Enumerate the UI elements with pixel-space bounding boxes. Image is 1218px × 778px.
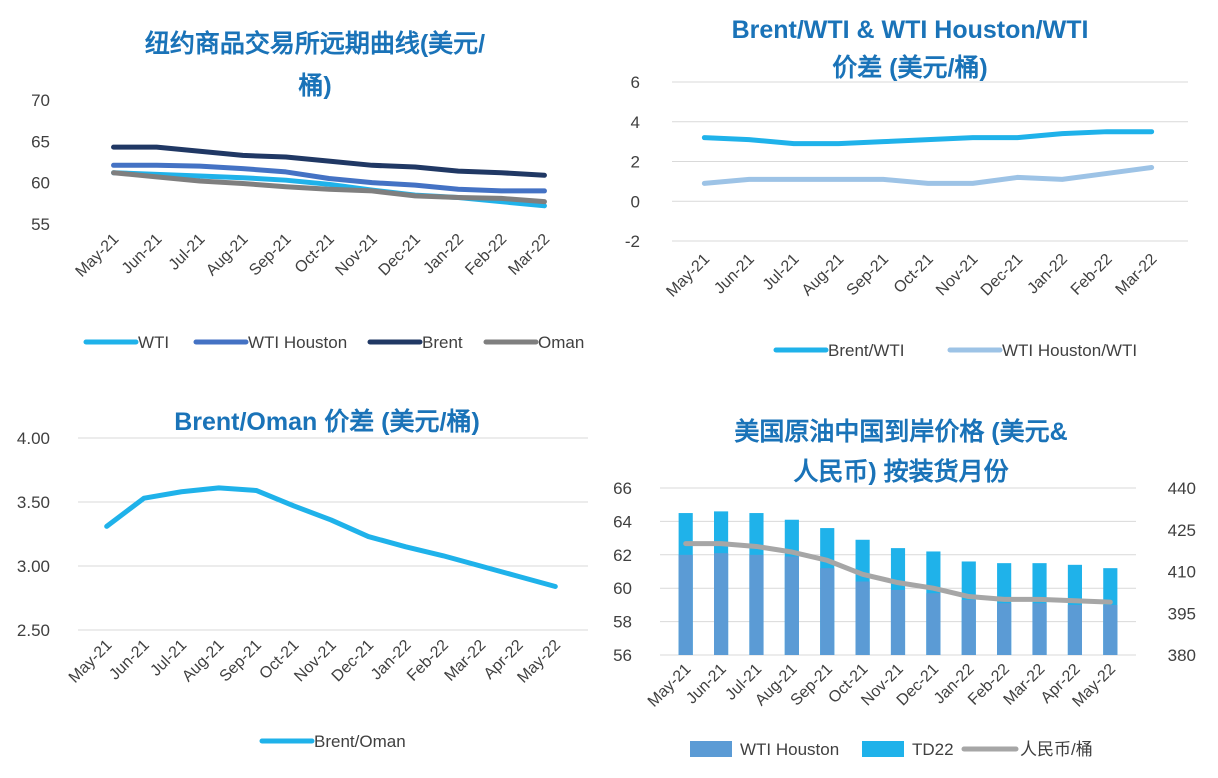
y2-tick-label: 410 (1168, 563, 1196, 582)
bar-wti-houston (784, 556, 799, 655)
legend-label: Brent/WTI (828, 341, 905, 360)
bar-wti-houston (678, 554, 693, 655)
y-tick-label: 2 (631, 153, 640, 172)
us-crude-china-price-chart: 美国原油中国到岸价格 (美元&人民币) 按装货月份 56 58 60 62 64 66 380… (613, 417, 1196, 759)
y-tick-label: 58 (613, 613, 632, 632)
bar-wti-houston (714, 553, 729, 655)
legend-label: TD22 (912, 740, 954, 759)
x-tick-label: Feb-22 (404, 637, 452, 685)
y2-tick-label: 425 (1168, 521, 1196, 540)
x-tick-label: Mar-22 (442, 637, 490, 685)
legend-label: Brent (422, 333, 463, 352)
y2-tick-label: 440 (1168, 479, 1196, 498)
series-line (683, 541, 1113, 605)
chart-title-line: Brent/WTI & WTI Houston/WTI (732, 16, 1089, 44)
series-line (701, 129, 1155, 147)
y2-tick-label: 380 (1168, 646, 1196, 665)
x-tick-label: May-21 (645, 661, 695, 711)
x-tick-label: May-21 (66, 637, 116, 687)
series-line (111, 170, 547, 205)
legend-swatch (862, 741, 904, 757)
brent-oman-spread-chart: Brent/Oman 价差 (美元/桶) 2.50 3.00 3.50 4.00 May-… (17, 407, 588, 751)
x-tick-label: Jun-21 (683, 661, 730, 708)
legend-label: WTI (138, 333, 169, 352)
bar-wti-houston (1103, 604, 1118, 655)
y-tick-label: 55 (31, 215, 50, 234)
bar-wti-houston (1067, 604, 1082, 655)
y-tick-label: 3.50 (17, 493, 50, 512)
series-line (111, 144, 547, 178)
chart-title-line: 美国原油中国到岸价格 (美元& (734, 417, 1067, 446)
series-line (104, 485, 558, 589)
legend-label: 人民币/桶 (1020, 740, 1093, 759)
x-tick-label: Aug-21 (799, 251, 848, 300)
x-tick-label: Jun-21 (119, 231, 166, 278)
x-tick-label: Oct-21 (891, 251, 937, 297)
x-tick-label: Dec-21 (376, 231, 425, 280)
x-tick-label: Nov-21 (933, 251, 982, 300)
chart-title-line: Brent/Oman 价差 (美元/桶) (174, 407, 480, 436)
legend-label: WTI Houston/WTI (1002, 341, 1137, 360)
bar-wti-houston (961, 599, 976, 655)
x-tick-label: Feb-22 (1068, 251, 1116, 299)
y-tick-label: 70 (31, 91, 50, 110)
x-tick-label: Jan-22 (1024, 251, 1071, 298)
x-tick-label: Feb-22 (462, 231, 510, 279)
y-tick-label: 3.00 (17, 557, 50, 576)
y-tick-label: 65 (31, 132, 50, 151)
x-tick-label: Nov-21 (332, 231, 381, 280)
y-tick-label: 64 (613, 512, 632, 531)
bar-wti-houston (926, 593, 941, 655)
legend-label: Oman (538, 333, 584, 352)
bar-wti-houston (890, 589, 906, 655)
y2-tick-label: 395 (1168, 604, 1196, 623)
chart-title-line: 纽约商品交易所远期曲线(美元/ (145, 29, 485, 58)
y-tick-label: 62 (613, 546, 632, 565)
bar-wti-houston (855, 581, 870, 655)
x-tick-label: Mar-22 (505, 231, 553, 279)
x-tick-label: Jul-21 (760, 251, 803, 294)
brent-wti-spread-chart: Brent/WTI & WTI Houston/WTI 价差 (美元/桶) -2 0 2… (625, 16, 1188, 360)
chart-title-line: 人民币) 按装货月份 (793, 457, 1008, 486)
legend-swatch (690, 741, 732, 757)
y-tick-label: -2 (625, 232, 640, 251)
series-line (111, 162, 547, 194)
bar-wti-houston (820, 568, 835, 655)
x-tick-label: Jan-22 (420, 231, 467, 278)
x-tick-label: Jun-21 (711, 251, 758, 298)
y-tick-label: 0 (631, 192, 640, 211)
chart-title-line: 桶) (298, 72, 331, 100)
x-tick-label: May-21 (663, 251, 713, 301)
x-tick-label: Mar-22 (1113, 251, 1161, 299)
y-tick-label: 2.50 (17, 621, 50, 640)
bar-wti-houston (1032, 603, 1047, 655)
x-tick-label: Oct-21 (292, 231, 338, 277)
y-tick-label: 66 (613, 479, 632, 498)
x-tick-label: Sep-21 (844, 251, 893, 300)
x-tick-label: Dec-21 (978, 251, 1027, 300)
series-line (701, 164, 1155, 186)
y-tick-label: 60 (613, 579, 632, 598)
legend-label: WTI Houston (740, 740, 839, 759)
legend-label: Brent/Oman (314, 732, 406, 751)
chart-title-line: 价差 (美元/桶) (832, 53, 988, 82)
y-tick-label: 60 (31, 174, 50, 193)
x-tick-label: Aug-21 (203, 231, 252, 280)
x-tick-label: Jun-21 (106, 637, 153, 684)
x-tick-label: Dec-21 (329, 637, 378, 686)
y-tick-label: 6 (631, 73, 640, 92)
x-tick-label: May-21 (73, 231, 123, 281)
bar-wti-houston (997, 603, 1012, 655)
bar-wti-houston (749, 554, 764, 655)
y-tick-label: 56 (613, 646, 632, 665)
x-tick-label: Sep-21 (246, 231, 295, 280)
y-tick-label: 4 (631, 113, 640, 132)
y-tick-label: 4.00 (17, 429, 50, 448)
x-tick-label: Sep-21 (217, 637, 266, 686)
legend-label: WTI Houston (248, 333, 347, 352)
